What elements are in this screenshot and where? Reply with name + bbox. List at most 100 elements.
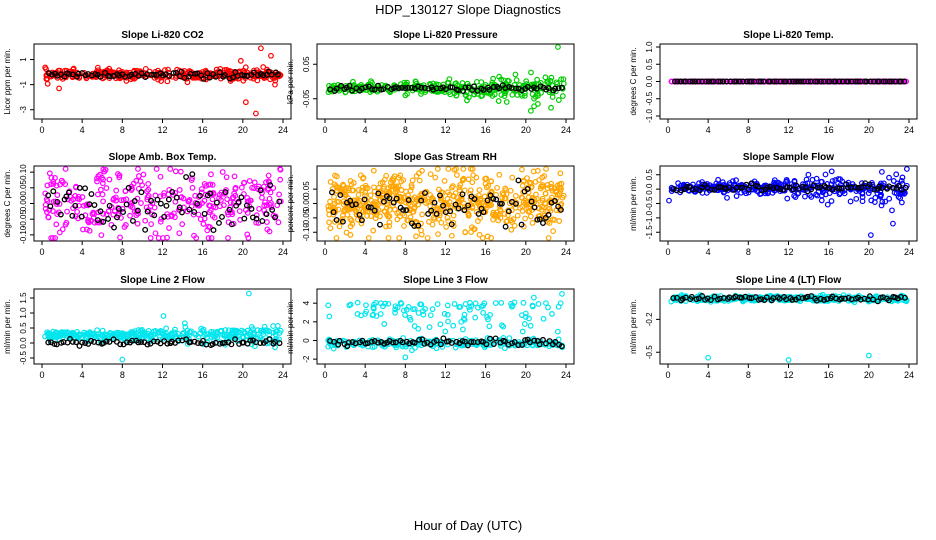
data-point [699, 293, 706, 299]
data-point [325, 203, 332, 210]
black-series [670, 180, 909, 195]
data-point [134, 210, 141, 217]
data-point [450, 212, 457, 219]
outlier-point [160, 313, 167, 319]
data-point [353, 208, 360, 215]
data-point [415, 325, 422, 332]
data-point [368, 213, 374, 219]
data-point [200, 221, 207, 227]
data-point [874, 298, 881, 305]
data-point [85, 219, 92, 226]
data-point [62, 221, 69, 228]
data-point [437, 321, 444, 328]
data-point [421, 340, 428, 347]
data-point [119, 68, 125, 75]
data-point [870, 78, 877, 85]
data-point [790, 186, 796, 193]
data-point [356, 211, 363, 218]
data-point [106, 176, 113, 183]
data-point [201, 180, 208, 187]
data-point [408, 84, 415, 91]
data-point [75, 193, 82, 200]
data-point [404, 217, 411, 224]
data-point [534, 167, 541, 174]
data-point [257, 187, 264, 194]
data-point [475, 304, 481, 311]
data-point [245, 235, 252, 241]
data-point [210, 189, 217, 196]
data-point [325, 343, 332, 350]
outlier-point [865, 352, 872, 359]
data-point [476, 231, 483, 238]
data-point [389, 177, 396, 183]
data-point [847, 198, 854, 205]
data-point [408, 184, 415, 191]
data-point [107, 73, 113, 80]
data-point [84, 226, 90, 233]
x-tick-label: 16 [481, 370, 491, 380]
data-point [814, 184, 821, 191]
data-point [395, 85, 402, 92]
data-point [866, 181, 873, 188]
x-tick-label: 24 [904, 370, 914, 380]
data-point [403, 306, 410, 313]
black-series [45, 336, 283, 349]
data-point [739, 184, 746, 191]
data-point [689, 78, 696, 85]
y-tick-label: 0 [302, 338, 311, 343]
data-point [519, 328, 526, 335]
x-tick-label: 12 [157, 247, 167, 257]
data-point [470, 172, 477, 179]
data-point [352, 201, 359, 208]
data-point [229, 327, 236, 334]
data-point [48, 71, 55, 78]
data-point [484, 335, 491, 341]
data-point [127, 212, 133, 219]
data-point [453, 172, 460, 178]
data-point [81, 329, 87, 336]
x-tick-label: 20 [238, 370, 248, 380]
data-point [475, 192, 482, 199]
data-point [238, 184, 245, 191]
data-point [358, 312, 364, 319]
data-point [459, 338, 466, 345]
data-point [726, 184, 733, 191]
data-point [401, 223, 407, 229]
y-tick-label: -0.5 [645, 345, 654, 359]
x-tick-label: 12 [157, 125, 167, 135]
data-point [151, 71, 158, 78]
outlier-point [258, 45, 264, 52]
data-point [462, 84, 469, 91]
data-point [232, 184, 239, 191]
outlier-point [402, 354, 409, 361]
data-point [82, 340, 89, 346]
data-point [671, 78, 678, 85]
data-point [399, 84, 405, 91]
data-point [59, 226, 66, 233]
data-point [680, 78, 687, 85]
data-point [336, 337, 343, 344]
y-tick-label: -1.0 [645, 210, 654, 224]
data-point [249, 184, 255, 191]
data-point [347, 216, 354, 222]
data-point [487, 335, 494, 342]
data-point [491, 91, 498, 98]
data-point [496, 85, 503, 92]
data-point [531, 204, 538, 211]
data-point [777, 78, 784, 85]
data-point [74, 73, 80, 80]
data-point [415, 310, 422, 316]
data-point [371, 343, 378, 350]
data-point [490, 75, 497, 82]
data-point [469, 166, 476, 172]
data-point [94, 64, 101, 71]
data-point [402, 312, 408, 318]
data-point [189, 171, 196, 178]
data-point [431, 202, 438, 209]
data-point [486, 323, 493, 330]
data-point [265, 172, 272, 179]
data-point [519, 194, 526, 201]
y-tick-label: -1.5 [645, 225, 654, 239]
data-point [492, 300, 499, 306]
data-point [383, 191, 390, 197]
